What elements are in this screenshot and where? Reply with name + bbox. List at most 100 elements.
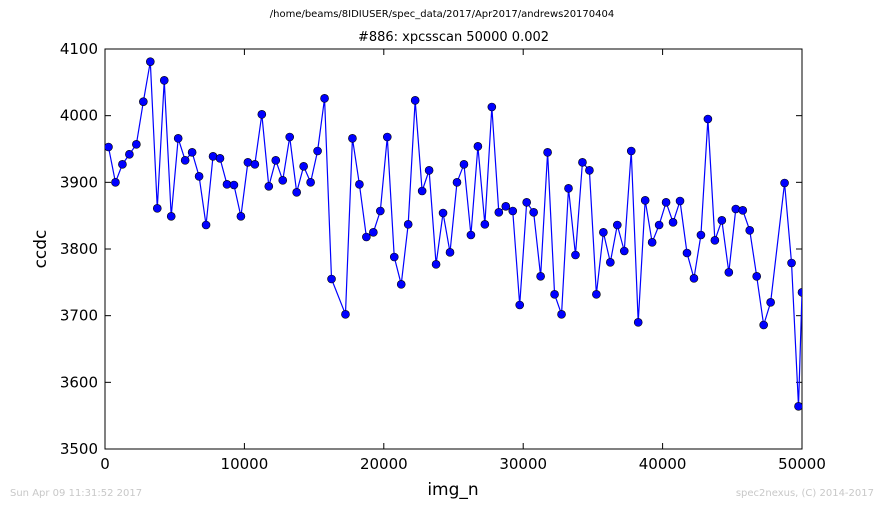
data-point: [236, 212, 246, 221]
data-point: [118, 160, 127, 169]
series-group: [105, 57, 802, 411]
data-point: [194, 172, 204, 181]
data-point: [459, 160, 469, 169]
data-point: [592, 290, 601, 299]
data-point: [797, 288, 802, 297]
data-point: [139, 97, 148, 106]
y-axis-label: ccdc: [31, 230, 51, 269]
data-point: [543, 148, 552, 157]
data-point: [369, 228, 378, 237]
data-point: [403, 220, 413, 229]
data-point: [522, 198, 531, 207]
x-tick-label: 0: [100, 455, 110, 473]
data-point: [480, 220, 490, 229]
x-tick-label: 40000: [639, 455, 687, 473]
data-point: [229, 180, 239, 190]
data-point: [564, 184, 573, 193]
data-point: [355, 180, 364, 189]
data-point: [111, 178, 120, 187]
x-axis-label: img_n: [427, 480, 478, 500]
data-point: [410, 96, 420, 105]
data-point: [299, 162, 308, 171]
data-point: [327, 274, 336, 284]
data-point: [264, 182, 274, 191]
data-point: [731, 204, 741, 214]
y-tick-label: 3600: [60, 373, 98, 391]
data-point: [431, 260, 441, 269]
data-point: [759, 320, 768, 330]
data-point: [487, 102, 497, 112]
data-point: [125, 150, 134, 159]
data-point: [313, 146, 322, 156]
data-point: [285, 132, 295, 142]
data-point: [606, 258, 615, 267]
data-point: [180, 156, 190, 165]
data-point: [473, 142, 483, 151]
footer-timestamp: Sun Apr 09 11:31:52 2017: [10, 488, 143, 499]
data-point: [724, 268, 734, 277]
data-point: [787, 258, 796, 268]
data-point: [696, 230, 706, 240]
data-point: [417, 186, 427, 196]
plot-area: 0 10000 20000 30000 40000 50000 3500 3600 3700 38…: [60, 40, 826, 473]
data-point: [445, 248, 455, 257]
data-point: [599, 228, 608, 237]
data-point: [550, 290, 559, 299]
data-point: [341, 310, 350, 319]
data-point: [738, 206, 748, 215]
data-point: [466, 230, 476, 240]
x-tick-label: 10000: [221, 455, 269, 473]
data-point: [389, 252, 399, 262]
data-point: [654, 220, 664, 230]
data-point: [278, 176, 288, 185]
data-point: [682, 248, 692, 258]
y-tick-label: 4000: [60, 107, 98, 125]
data-point: [766, 298, 775, 307]
data-point: [780, 178, 789, 188]
data-point: [159, 76, 169, 85]
y-tick-label: 3500: [60, 440, 98, 458]
data-point: [703, 114, 713, 124]
data-point: [424, 166, 434, 175]
x-tick-label: 50000: [778, 455, 826, 473]
data-point: [717, 216, 727, 225]
data-point: [320, 94, 329, 103]
data-point: [745, 226, 755, 235]
data-point: [362, 232, 371, 242]
data-point: [396, 280, 406, 289]
data-point: [640, 196, 650, 205]
data-point: [376, 206, 385, 216]
plot-frame: [104, 48, 803, 450]
data-point: [571, 250, 580, 260]
data-point: [166, 212, 176, 221]
data-point: [306, 178, 315, 187]
y-tick-label: 3800: [60, 240, 98, 258]
data-point: [612, 220, 622, 230]
data-point: [508, 206, 518, 216]
data-point: [668, 218, 678, 227]
data-point: [536, 272, 545, 281]
data-point: [382, 132, 392, 142]
data-point: [132, 140, 141, 149]
chart-title: #886: xpcsscan 50000 0.002: [357, 30, 550, 45]
data-point: [271, 156, 281, 165]
y-tick-label: 3700: [60, 307, 98, 325]
data-point: [710, 236, 720, 245]
y-tick-label: 3900: [60, 173, 98, 191]
data-point: [201, 220, 211, 230]
data-point: [348, 134, 357, 143]
data-point: [146, 57, 155, 66]
data-point: [292, 188, 301, 197]
data-point: [215, 154, 225, 163]
data-point: [633, 318, 643, 327]
data-point: [501, 202, 511, 211]
footer-credit: spec2nexus, (C) 2014-2017: [735, 488, 874, 499]
y-tick-label: 4100: [60, 40, 98, 58]
data-point: [626, 146, 636, 156]
data-point: [752, 272, 761, 281]
data-point: [173, 134, 183, 143]
data-point: [661, 198, 671, 207]
figure-supertitle: /home/beams/8IDIUSER/spec_data/2017/Apr2…: [269, 9, 615, 20]
data-point: [105, 142, 113, 152]
